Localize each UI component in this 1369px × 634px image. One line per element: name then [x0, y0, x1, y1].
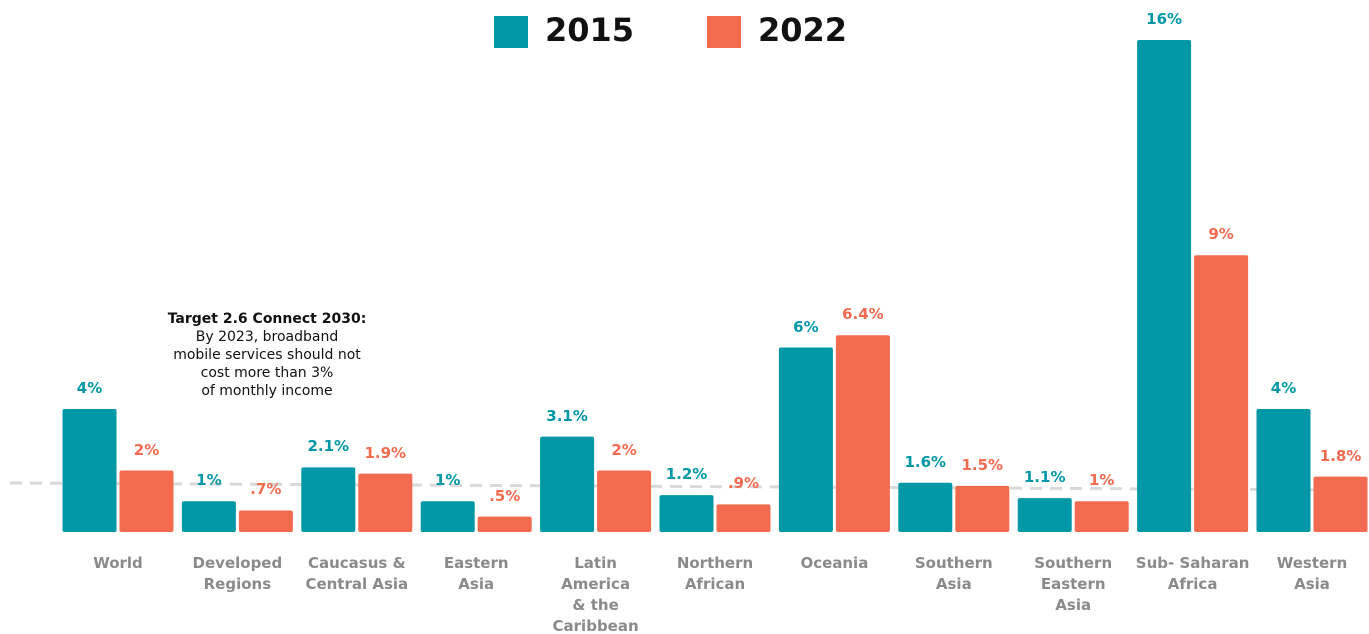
- x-tick-label: Caucasus & Central Asia: [305, 554, 409, 593]
- data-label: 1.2%: [665, 465, 708, 484]
- bar: [597, 470, 652, 532]
- bar: [62, 409, 117, 532]
- bar: [716, 504, 771, 532]
- bar: [955, 485, 1010, 532]
- data-label: 1.5%: [961, 455, 1004, 474]
- bar: [119, 470, 174, 532]
- data-label: .7%: [250, 480, 282, 499]
- bar: [1256, 409, 1311, 532]
- bar: [358, 473, 413, 532]
- data-label: 2%: [133, 440, 160, 459]
- legend-swatch: [494, 16, 528, 48]
- data-label: 1%: [434, 471, 461, 490]
- bar: [1137, 40, 1192, 532]
- legend-label: 2022: [758, 11, 848, 49]
- x-tick-label: World: [93, 554, 143, 572]
- bar: [181, 501, 236, 532]
- x-tick-label: Sub- Saharan Africa: [1135, 554, 1250, 593]
- target-line: [9, 481, 1369, 492]
- bar: [659, 495, 714, 532]
- bar: [420, 501, 475, 532]
- data-label: 4%: [1270, 379, 1297, 397]
- data-label: .9%: [727, 474, 760, 493]
- annotation-text: By 2023, broadband mobile services shoul…: [173, 329, 361, 399]
- data-label: 2%: [611, 440, 637, 459]
- bar: [778, 347, 833, 532]
- x-tick-label: Eastern Asia: [443, 554, 509, 593]
- bar: [1194, 255, 1249, 532]
- data-label: 1.8%: [1319, 446, 1362, 465]
- data-label: 3.1%: [546, 406, 588, 425]
- legend-swatch: [707, 16, 741, 48]
- data-label: 1%: [196, 471, 222, 490]
- data-label: .5%: [489, 486, 521, 505]
- x-tick-label: Developed Regions: [192, 554, 283, 593]
- data-label: 9%: [1208, 225, 1234, 244]
- bar: [1313, 476, 1368, 532]
- bar: [477, 516, 532, 532]
- legend-label: 2015: [545, 11, 635, 49]
- data-label: 16%: [1146, 10, 1183, 28]
- x-tick-label: Northern African: [676, 554, 754, 593]
- bar: [301, 467, 356, 532]
- x-tick-label: Oceania: [800, 554, 869, 572]
- data-label: 4%: [76, 379, 103, 397]
- bar: [540, 436, 595, 532]
- data-label: 2.1%: [307, 437, 350, 456]
- x-tick-label: Latin America & the Caribbean: [552, 554, 639, 634]
- bar: [898, 482, 953, 532]
- bar: [238, 510, 293, 532]
- data-label: 1.1%: [1023, 468, 1066, 487]
- bar: [1017, 498, 1072, 532]
- data-label: 1.9%: [364, 443, 407, 462]
- data-label: 6%: [793, 317, 819, 336]
- bar: [835, 335, 890, 532]
- annotation-title: Target 2.6 Connect 2030:: [167, 311, 367, 327]
- data-label: 1.6%: [904, 452, 947, 471]
- x-tick-label: Western Asia: [1276, 554, 1348, 593]
- bar: [1074, 501, 1129, 532]
- data-label: 1%: [1088, 471, 1115, 490]
- data-label: 6.4%: [842, 305, 884, 324]
- x-tick-label: Southern Asia: [914, 554, 993, 593]
- x-tick-label: Southern Eastern Asia: [1034, 554, 1113, 614]
